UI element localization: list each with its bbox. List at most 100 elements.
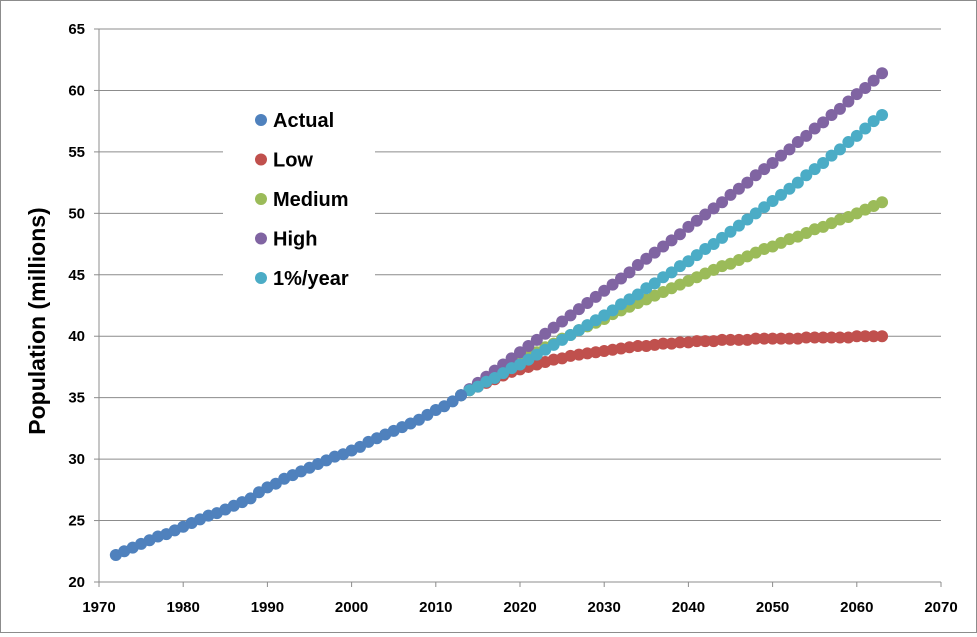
data-point bbox=[564, 309, 577, 322]
data-point bbox=[707, 238, 720, 251]
data-point bbox=[724, 225, 737, 238]
data-point bbox=[766, 332, 779, 345]
data-point bbox=[800, 331, 813, 344]
data-point bbox=[867, 330, 880, 343]
legend-label: Medium bbox=[273, 189, 349, 211]
data-point bbox=[556, 315, 569, 328]
data-point bbox=[775, 149, 788, 162]
data-points bbox=[109, 67, 889, 561]
legend-background bbox=[223, 99, 375, 299]
data-point bbox=[716, 196, 729, 209]
x-tick-label: 2070 bbox=[924, 599, 957, 616]
data-point bbox=[783, 143, 796, 156]
data-point bbox=[606, 304, 619, 317]
x-tick-label: 1970 bbox=[82, 599, 115, 616]
data-point bbox=[581, 297, 594, 310]
y-tick-label: 40 bbox=[68, 328, 85, 345]
data-point bbox=[673, 336, 686, 349]
data-point bbox=[732, 333, 745, 346]
data-point bbox=[598, 284, 611, 297]
data-point bbox=[876, 67, 889, 80]
data-point bbox=[749, 169, 762, 182]
data-point bbox=[682, 255, 695, 268]
data-point bbox=[867, 115, 880, 128]
data-point bbox=[876, 330, 889, 343]
x-tick-label: 2050 bbox=[756, 599, 789, 616]
series-1%/year bbox=[455, 109, 889, 402]
x-tick-label: 2040 bbox=[672, 599, 705, 616]
data-point bbox=[876, 196, 889, 209]
data-point bbox=[758, 163, 771, 176]
data-point bbox=[707, 202, 720, 215]
data-point bbox=[648, 246, 661, 259]
data-point bbox=[514, 346, 526, 359]
data-point bbox=[522, 340, 535, 353]
data-point bbox=[842, 95, 855, 108]
y-tick-label: 55 bbox=[68, 144, 85, 161]
data-point bbox=[699, 335, 712, 348]
data-point bbox=[572, 303, 585, 316]
legend-marker bbox=[255, 272, 267, 284]
data-point bbox=[699, 208, 712, 221]
legend-marker bbox=[255, 193, 267, 205]
x-tick-label: 2060 bbox=[840, 599, 873, 616]
legend-marker bbox=[255, 153, 267, 166]
legend-marker bbox=[255, 232, 267, 245]
data-point bbox=[606, 278, 619, 291]
data-point bbox=[825, 331, 838, 344]
x-tick-label: 2000 bbox=[335, 599, 368, 616]
data-point bbox=[859, 330, 872, 343]
y-tick-label: 30 bbox=[68, 451, 85, 468]
data-point bbox=[758, 201, 771, 214]
data-point bbox=[547, 321, 560, 334]
series-Actual bbox=[109, 389, 468, 561]
data-point bbox=[640, 252, 653, 265]
data-point bbox=[808, 163, 821, 176]
data-point bbox=[876, 109, 889, 122]
data-point bbox=[631, 258, 644, 271]
data-point bbox=[682, 220, 695, 233]
y-tick-label: 50 bbox=[68, 205, 85, 222]
y-tick-label: 35 bbox=[68, 390, 85, 407]
y-axis-label: Population (millions) bbox=[24, 207, 50, 434]
data-point bbox=[775, 188, 788, 201]
y-tick-label: 60 bbox=[68, 82, 85, 99]
data-point bbox=[690, 214, 703, 227]
data-point bbox=[673, 228, 686, 241]
data-point bbox=[749, 207, 762, 220]
x-axis-ticks: 1970 1980 1990 2000 2010 2020 2030 2040 2050 2060… bbox=[82, 582, 958, 616]
data-point bbox=[808, 122, 821, 135]
series-High bbox=[455, 67, 889, 402]
data-point bbox=[850, 129, 863, 142]
data-point bbox=[808, 331, 821, 344]
data-point bbox=[665, 266, 678, 279]
data-point bbox=[589, 290, 602, 303]
data-point bbox=[530, 333, 543, 346]
data-point bbox=[791, 136, 804, 149]
data-point bbox=[631, 340, 644, 353]
data-point bbox=[842, 136, 855, 149]
data-point bbox=[615, 272, 628, 285]
data-point bbox=[446, 395, 459, 408]
data-point bbox=[783, 332, 796, 345]
data-point bbox=[244, 492, 257, 505]
data-point bbox=[690, 249, 703, 262]
data-point bbox=[859, 122, 872, 135]
data-point bbox=[867, 74, 880, 87]
data-point bbox=[539, 327, 552, 340]
legend: Actual Low Medium High 1%/year bbox=[223, 99, 375, 299]
data-point bbox=[833, 331, 846, 344]
data-point bbox=[741, 176, 754, 189]
data-point bbox=[455, 389, 468, 402]
data-point bbox=[716, 333, 729, 346]
x-tick-label: 2020 bbox=[503, 599, 536, 616]
data-point bbox=[623, 266, 636, 279]
data-point bbox=[775, 332, 788, 345]
data-point bbox=[817, 116, 830, 129]
data-point bbox=[758, 332, 771, 345]
data-point bbox=[732, 219, 745, 232]
legend-label: 1%/year bbox=[273, 268, 349, 290]
x-tick-label: 1990 bbox=[251, 599, 284, 616]
data-point bbox=[631, 288, 644, 301]
